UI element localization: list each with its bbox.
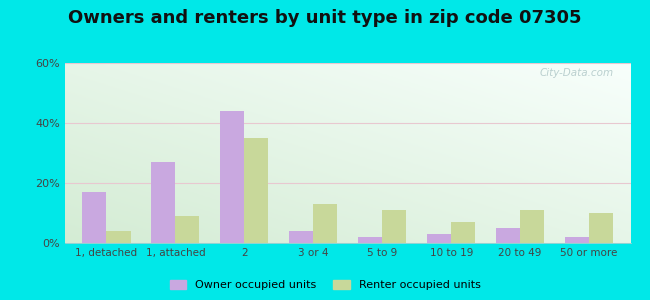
Bar xyxy=(565,237,589,243)
Bar xyxy=(107,231,131,243)
Legend: Owner occupied units, Renter occupied units: Owner occupied units, Renter occupied un… xyxy=(165,275,485,294)
Bar xyxy=(244,138,268,243)
Bar xyxy=(520,210,544,243)
Text: City-Data.com: City-Data.com xyxy=(540,68,614,78)
Bar xyxy=(382,210,406,243)
Bar xyxy=(496,228,520,243)
Bar xyxy=(427,234,451,243)
Bar xyxy=(313,204,337,243)
Bar xyxy=(220,111,244,243)
Bar xyxy=(83,192,107,243)
Bar xyxy=(289,231,313,243)
Bar xyxy=(176,216,200,243)
Bar xyxy=(151,162,176,243)
Bar xyxy=(358,237,382,243)
Text: Owners and renters by unit type in zip code 07305: Owners and renters by unit type in zip c… xyxy=(68,9,582,27)
Bar xyxy=(451,222,475,243)
Bar xyxy=(589,213,613,243)
